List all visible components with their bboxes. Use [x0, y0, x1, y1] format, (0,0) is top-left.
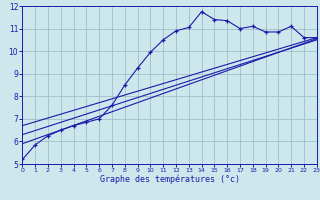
X-axis label: Graphe des températures (°c): Graphe des températures (°c) — [100, 175, 240, 184]
